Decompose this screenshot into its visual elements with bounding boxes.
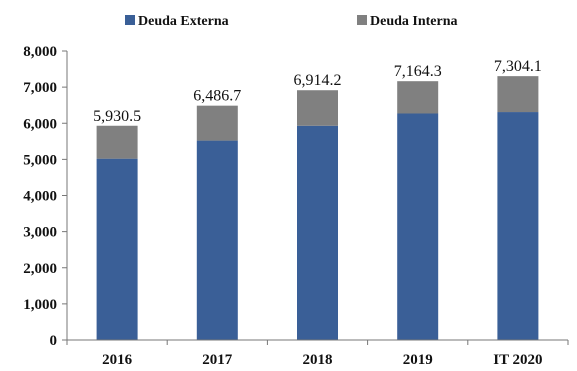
y-tick-label: 6,000	[23, 116, 57, 132]
y-tick-label: 7,000	[23, 80, 57, 96]
bars	[96, 76, 539, 341]
bar-interna-2019	[397, 81, 439, 114]
legend-label-interna: Deuda Interna	[370, 14, 458, 29]
legend: Deuda Externa Deuda Interna	[125, 14, 458, 29]
y-tick-label: 8,000	[23, 44, 57, 60]
bar-interna-it-2020	[497, 76, 539, 113]
y-tick-label: 1,000	[23, 297, 57, 313]
x-tick-label: 2017	[202, 352, 233, 368]
legend-label-externa: Deuda Externa	[138, 14, 229, 29]
x-tick-label: 2016	[102, 352, 133, 368]
bar-interna-2018	[297, 90, 338, 126]
x-tick-label: 2019	[403, 352, 433, 368]
total-label: 7,164.3	[394, 63, 442, 80]
x-tick-label: IT 2020	[493, 352, 542, 368]
y-tick-label: 2,000	[23, 261, 57, 277]
legend-swatch-externa	[125, 15, 135, 25]
legend-swatch-interna	[357, 15, 367, 25]
total-label: 6,914.2	[294, 72, 342, 89]
total-label: 7,304.1	[494, 58, 542, 75]
y-tick-label: 5,000	[23, 152, 57, 168]
bar-externa-2018	[297, 125, 338, 340]
y-tick-label: 4,000	[23, 189, 57, 205]
bar-externa-2017	[196, 140, 238, 340]
bar-externa-it-2020	[497, 112, 539, 341]
bar-externa-2016	[96, 158, 138, 340]
y-axis: 0 1,000 2,000 3,000 4,000 5,000 6,000 7,000 8,00…	[23, 44, 68, 349]
bar-externa-2019	[397, 113, 439, 340]
bar-interna-2016	[96, 125, 138, 159]
x-axis: 2016 2017 2018 2019 IT 2020	[66, 339, 569, 368]
x-tick-label: 2018	[303, 352, 333, 368]
bar-interna-2017	[196, 105, 238, 141]
total-label: 6,486.7	[193, 88, 241, 105]
total-label: 5,930.5	[93, 108, 141, 125]
y-tick-label: 0	[50, 333, 58, 349]
y-tick-label: 3,000	[23, 225, 57, 241]
total-labels: 5,930.5 6,486.7 6,914.2 7,164.3 7,304.1	[93, 58, 542, 125]
